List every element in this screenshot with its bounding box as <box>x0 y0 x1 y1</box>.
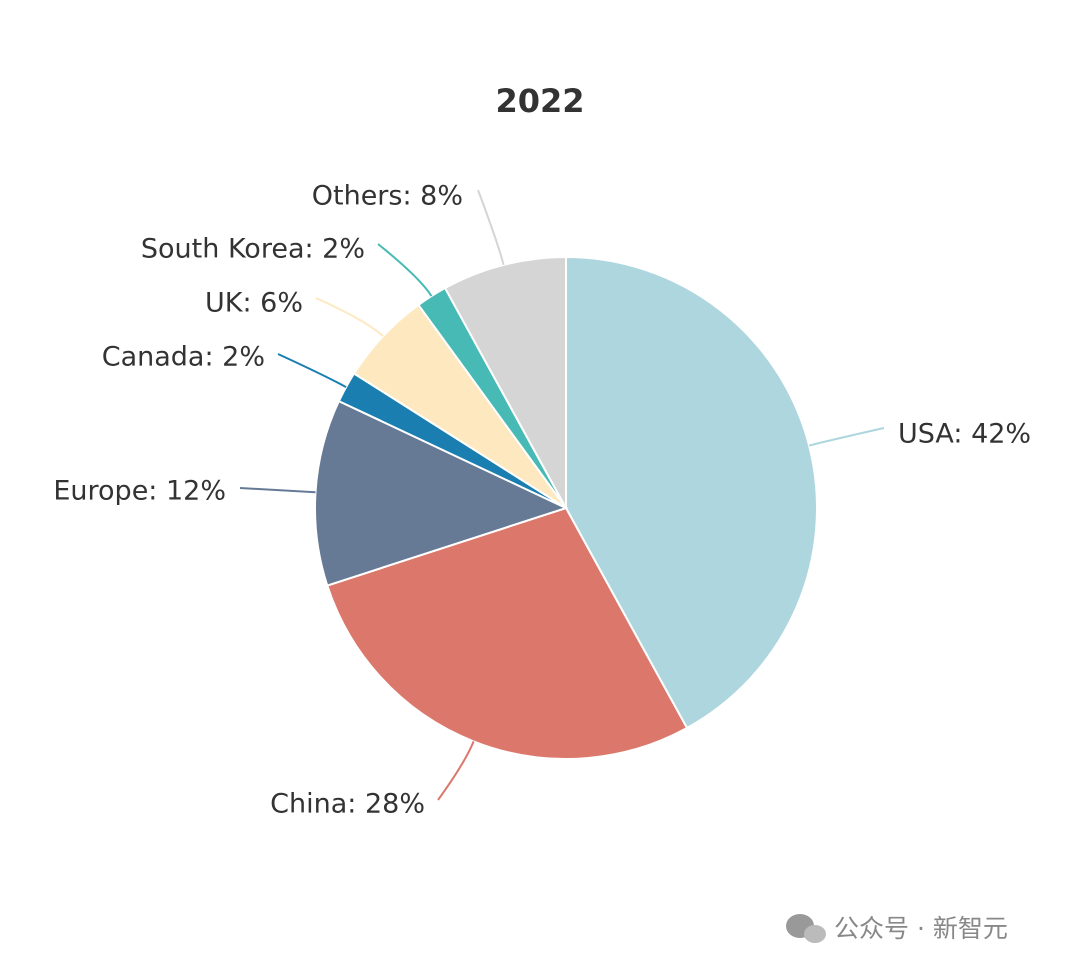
connector <box>377 243 433 297</box>
wechat-icon <box>786 914 826 943</box>
connector <box>277 353 347 388</box>
chart-title: 2022 <box>495 82 584 120</box>
connector <box>477 189 505 266</box>
data-label: UK: 6% <box>205 288 303 319</box>
pie-slice <box>565 255 818 730</box>
connector <box>437 741 475 801</box>
data-label: Canada: 2% <box>102 342 265 373</box>
connector <box>239 487 316 494</box>
pie-slice <box>314 399 569 587</box>
data-label: USA: 42% <box>898 419 1031 450</box>
data-label: Europe: 12% <box>53 476 226 507</box>
watermark: 公众号 · 新智元 <box>834 914 1008 943</box>
data-label: South Korea: 2% <box>141 234 365 265</box>
pie-slice <box>443 255 567 509</box>
pie-slice <box>326 506 689 760</box>
connector <box>315 297 384 337</box>
connector <box>808 427 885 447</box>
data-label: China: 28% <box>270 789 425 820</box>
data-label: Others: 8% <box>312 181 463 212</box>
